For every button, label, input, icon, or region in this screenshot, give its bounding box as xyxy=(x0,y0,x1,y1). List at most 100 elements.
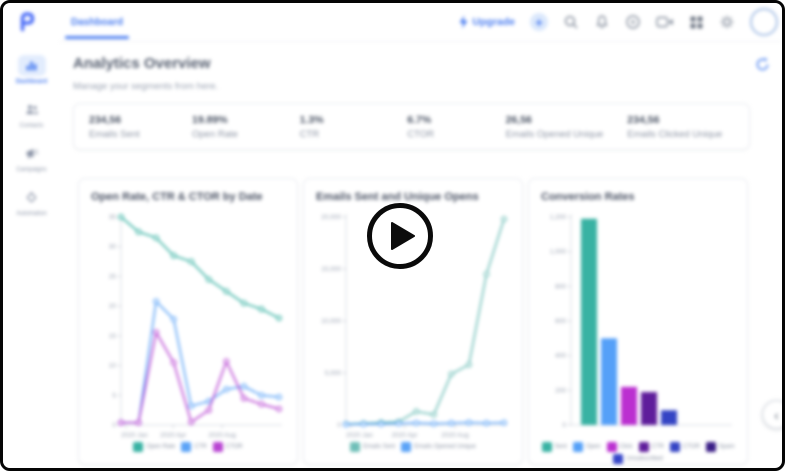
sidebar-item-label: Automation xyxy=(16,211,47,217)
chart-legend: Sent Open Click CTR CTOR Spam Unsubscribed xyxy=(541,442,735,464)
svg-text:2020 Aug: 2020 Aug xyxy=(208,432,236,439)
legend-item[interactable]: Sent xyxy=(541,442,567,452)
play-button[interactable] xyxy=(367,203,433,269)
sidebar-item-label: Campaigns xyxy=(16,167,47,173)
legend-item[interactable]: Emails Opened Unique xyxy=(401,442,476,452)
line-chart-svg: 0 5 10 15 20 25 30 35 2020 Jan 2020 Apr 2020 Aug xyxy=(109,214,282,439)
svg-text:10,000: 10,000 xyxy=(321,318,341,325)
legend-item[interactable]: Unsubscribed xyxy=(613,454,663,464)
stat-open-rate: 19.89% Open Rate xyxy=(192,114,300,140)
help-icon[interactable] xyxy=(625,14,641,30)
sidebar-item-dashboard[interactable]: Dashboard xyxy=(3,55,60,85)
legend-swatch-icon xyxy=(401,442,412,452)
stat-label: CTOR xyxy=(407,128,435,140)
stat-label: Emails Sent xyxy=(89,128,140,140)
sidebar-item-label: Contacts xyxy=(19,123,44,129)
megaphone-icon xyxy=(18,143,46,164)
bell-icon[interactable] xyxy=(594,14,610,30)
legend-label: CTOR xyxy=(682,444,700,450)
legend-label: Spam xyxy=(718,444,735,450)
svg-text:5,000: 5,000 xyxy=(325,370,342,377)
sidebar-item-label: Dashboard xyxy=(15,79,48,85)
svg-text:800: 800 xyxy=(555,283,566,290)
lightning-icon xyxy=(459,15,469,29)
legend-item[interactable]: CTR xyxy=(638,442,664,452)
svg-text:20: 20 xyxy=(109,303,117,310)
topbar: Dashboard Upgrade + xyxy=(3,3,782,42)
tab-dashboard[interactable]: Dashboard xyxy=(65,3,129,41)
svg-text:1,000: 1,000 xyxy=(550,249,567,256)
chart-title: Open Rate, CTR & CTOR by Date xyxy=(91,191,263,203)
avatar[interactable] xyxy=(750,8,778,36)
stat-value: 1.3% xyxy=(299,113,324,126)
legend-label: Sent xyxy=(554,444,567,450)
gear-icon[interactable] xyxy=(719,14,735,30)
legend-label: Emails Opened Unique xyxy=(414,444,476,450)
legend-item[interactable]: CTR xyxy=(181,442,207,452)
refresh-icon[interactable] xyxy=(755,57,770,77)
people-icon xyxy=(18,99,46,120)
play-icon xyxy=(390,222,415,250)
sidebar-item-contacts[interactable]: Contacts xyxy=(3,99,60,129)
charts-row: Open Rate, CTR & CTOR by Date 0 5 10 15 20 25… xyxy=(78,178,748,465)
upgrade-button[interactable]: Upgrade xyxy=(458,15,515,29)
stat-label: Open Rate xyxy=(191,128,238,140)
svg-text:15,000: 15,000 xyxy=(321,266,341,273)
sidebar-item-automation[interactable]: Automation xyxy=(3,187,60,217)
svg-text:20,000: 20,000 xyxy=(321,214,341,221)
bar-chart-canvas: 0 200 400 600 800 1,000 1,200 xyxy=(541,209,737,441)
svg-text:400: 400 xyxy=(555,353,566,360)
chart-title: Emails Sent and Unique Opens xyxy=(316,191,479,203)
stat-value: 26,56 xyxy=(505,113,532,126)
legend-label: CTOR xyxy=(225,444,243,450)
stats-summary-card: 234,56 Emails Sent 19.89% Open Rate 1.3%… xyxy=(73,103,750,150)
page-subtitle: Manage your segments from here. xyxy=(73,81,219,92)
svg-text:25: 25 xyxy=(109,273,117,280)
legend-label: Open Rate xyxy=(146,444,176,450)
chart-card-open-rate-ctr-ctor: Open Rate, CTR & CTOR by Date 0 5 10 15 20 25… xyxy=(78,178,298,465)
legend-swatch-icon xyxy=(669,442,680,452)
chevron-left-icon[interactable]: ‹ xyxy=(762,400,782,429)
svg-text:2020 Apr: 2020 Apr xyxy=(391,432,418,439)
legend-item[interactable]: Open Rate xyxy=(133,442,175,452)
svg-text:2020 Apr: 2020 Apr xyxy=(160,432,187,439)
legend-item[interactable]: Click xyxy=(606,442,633,452)
legend-item[interactable]: Open xyxy=(572,442,601,452)
stat-value: 6.7% xyxy=(407,113,432,126)
tab-active-underline xyxy=(65,36,129,39)
video-camera-icon[interactable] xyxy=(656,15,674,29)
legend-swatch-icon xyxy=(705,442,716,452)
chart-legend: Emails Sent Emails Opened Unique xyxy=(316,442,510,452)
svg-text:0: 0 xyxy=(337,422,341,429)
legend-swatch-icon xyxy=(606,442,617,452)
legend-swatch-icon xyxy=(541,442,552,452)
sidebar: Dashboard Contacts Campa xyxy=(3,41,60,468)
svg-text:10: 10 xyxy=(109,363,117,370)
legend-label: CTR xyxy=(651,444,664,450)
legend-item[interactable]: Spam xyxy=(705,442,735,452)
search-icon[interactable] xyxy=(563,14,579,30)
plus-icon[interactable]: + xyxy=(530,13,548,31)
bar-chart-svg: 0 200 400 600 800 1,000 1,200 xyxy=(550,214,732,429)
legend-swatch-icon xyxy=(181,442,192,452)
brand-logo[interactable] xyxy=(16,10,38,37)
line-chart-canvas: 0 5,000 10,000 15,000 20,000 2020 Jan 2020 Apr… xyxy=(316,209,512,441)
svg-text:2020 Aug: 2020 Aug xyxy=(441,432,469,439)
bar-chart-icon xyxy=(17,55,46,76)
legend-item[interactable]: CTOR xyxy=(212,442,243,452)
apps-grid-icon[interactable] xyxy=(689,15,704,30)
legend-item[interactable]: Emails Sent xyxy=(350,442,395,452)
legend-swatch-icon xyxy=(133,442,144,452)
line-chart-svg: 0 5,000 10,000 15,000 20,000 2020 Jan 2020 Apr… xyxy=(321,214,507,439)
line-chart-canvas: 0 5 10 15 20 25 30 35 2020 Jan 2020 Apr 2020 Aug xyxy=(91,209,287,441)
svg-text:0: 0 xyxy=(562,422,566,429)
sidebar-item-campaigns[interactable]: Campaigns xyxy=(3,143,60,173)
stat-value: 19.89% xyxy=(191,113,228,126)
svg-text:600: 600 xyxy=(555,318,566,325)
stat-emails-opened-unique: 26,56 Emails Opened Unique xyxy=(506,114,628,140)
stat-label: CTR xyxy=(299,128,320,140)
stat-emails-clicked-unique: 234,56 Emails Clicked Unique xyxy=(627,114,749,140)
legend-item[interactable]: CTOR xyxy=(669,442,700,452)
legend-label: Emails Sent xyxy=(363,444,396,450)
